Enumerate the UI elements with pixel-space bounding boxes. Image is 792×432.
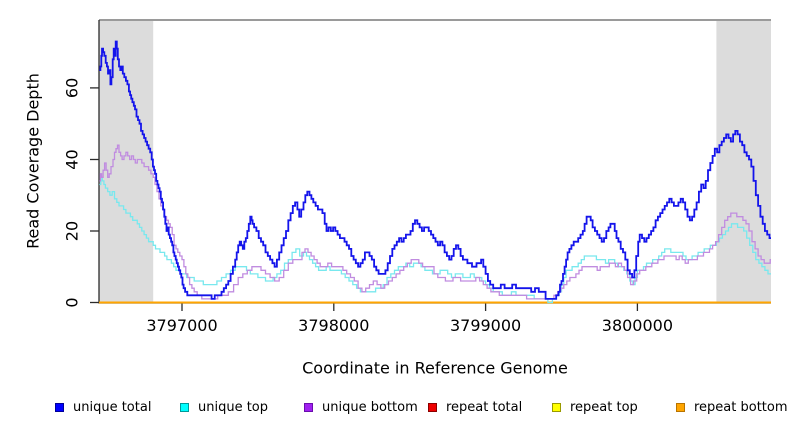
legend-item-repeat-top: repeat top <box>552 399 638 416</box>
legend-swatch-repeat-top <box>552 403 561 412</box>
series-line-unique-total <box>99 40 771 300</box>
legend-label-unique-bottom: unique bottom <box>322 400 418 415</box>
highlight-region-right <box>716 20 771 303</box>
y-tick-label: 40 <box>63 149 82 169</box>
legend-label-repeat-top: repeat top <box>570 400 638 415</box>
y-axis-title: Read Coverage Depth <box>23 73 43 249</box>
legend-swatch-repeat-bottom <box>676 403 685 412</box>
x-tick-label: 3798000 <box>298 316 369 335</box>
legend-item-repeat-bottom: repeat bottom <box>676 399 788 416</box>
legend-swatch-unique-total <box>55 403 64 412</box>
x-tick-label: 3799000 <box>450 316 521 335</box>
legend-label-unique-top: unique top <box>198 400 269 415</box>
legend-swatch-unique-bottom <box>304 403 313 412</box>
legend-swatch-repeat-total <box>428 403 437 412</box>
x-axis-title: Coordinate in Reference Genome <box>302 358 568 378</box>
series-line-unique-bottom <box>99 144 771 300</box>
series-line-unique-top <box>99 176 771 304</box>
legend-label-repeat-total: repeat total <box>446 400 523 415</box>
legend-item-repeat-total: repeat total <box>428 399 522 416</box>
legend-item-unique-total: unique total <box>55 399 151 416</box>
x-tick-label: 3800000 <box>602 316 673 335</box>
x-tick-label: 3797000 <box>146 316 217 335</box>
y-tick-label: 60 <box>63 78 82 98</box>
y-tick-label: 20 <box>63 221 82 241</box>
legend-item-unique-bottom: unique bottom <box>304 399 418 416</box>
legend-item-unique-top: unique top <box>180 399 268 416</box>
y-tick-label: 0 <box>63 297 82 307</box>
legend-swatch-unique-top <box>180 403 189 412</box>
legend-label-repeat-bottom: repeat bottom <box>694 400 788 415</box>
legend: unique total unique top unique bottom repea… <box>0 399 792 416</box>
legend-label-unique-total: unique total <box>73 400 152 415</box>
